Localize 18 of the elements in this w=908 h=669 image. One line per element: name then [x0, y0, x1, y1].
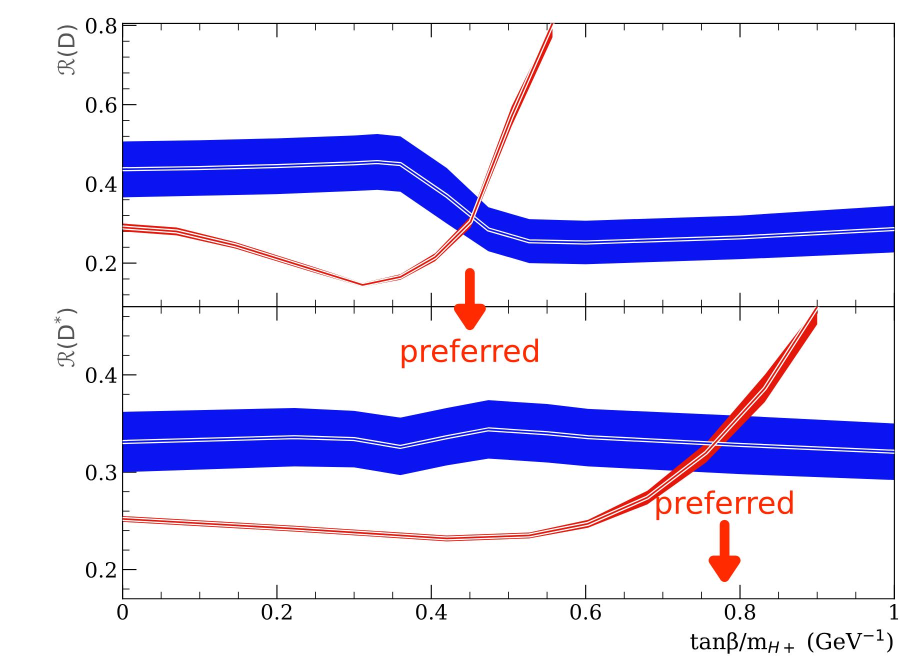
y-tick-label: 0.2: [86, 562, 116, 578]
y-axis-title: ℛ(D): [57, 25, 78, 75]
x-axis-title: tanβ/m$_{H+}$ (GeV$^{−1}$): [690, 629, 893, 654]
y-tick-label: 0.6: [86, 97, 116, 113]
x-tick-label: 0: [117, 604, 128, 620]
y-axis-title: ℛ(D$^{*}$): [54, 308, 78, 367]
x-tick-label: 0.2: [262, 604, 292, 620]
y-tick-label: 0.2: [86, 256, 116, 272]
y-tick-label: 0.4: [86, 367, 117, 384]
annotation: preferred: [656, 490, 793, 520]
y-tick-label: 0.8: [86, 18, 116, 34]
annotation: preferred: [402, 338, 538, 368]
x-tick-label: 0.6: [570, 604, 601, 620]
x-tick-label: 0.4: [416, 604, 447, 620]
x-tick-label: 0.8: [724, 604, 756, 620]
y-tick-label: 0.3: [86, 464, 116, 480]
x-tick-label: 1: [890, 604, 898, 620]
y-tick-label: 0.4: [86, 176, 117, 192]
